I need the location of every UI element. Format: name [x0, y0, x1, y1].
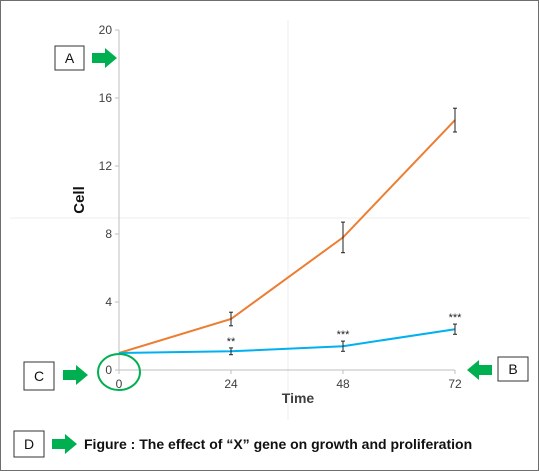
marker-b-arrow-icon — [467, 360, 492, 380]
y-axis-title: Cell — [71, 186, 88, 214]
significance-label: *** — [449, 312, 463, 324]
x-tick-label: 24 — [224, 377, 238, 391]
marker-c-arrow-icon — [63, 365, 88, 385]
marker-c-label: C — [34, 368, 44, 384]
series-1-line — [118, 119, 456, 354]
marker-d-box — [13, 430, 45, 458]
marker-a-label: A — [65, 50, 75, 66]
significance-label: *** — [337, 329, 351, 341]
marker-d-label: D — [24, 436, 34, 452]
figure-caption: Figure : The effect of “X” gene on growt… — [84, 436, 472, 452]
y-tick-label: 16 — [99, 91, 113, 105]
y-tick-label: 8 — [105, 227, 112, 241]
x-tick-label: 72 — [448, 377, 462, 391]
origin-highlight-circle — [97, 353, 141, 391]
marker-d-arrow-icon — [52, 434, 77, 454]
x-axis-title: Time — [282, 390, 315, 406]
y-tick-label: 0 — [105, 363, 112, 377]
marker-a-box — [54, 45, 85, 71]
y-tick-label: 4 — [105, 295, 112, 309]
marker-a-arrow-icon — [92, 48, 117, 68]
series-2-line — [118, 328, 456, 354]
x-tick-label: 0 — [116, 377, 123, 391]
y-tick-label: 12 — [99, 159, 113, 173]
y-tick-label: 20 — [99, 23, 113, 37]
marker-b-label: B — [508, 361, 517, 377]
x-tick-label: 48 — [336, 377, 350, 391]
marker-c-box — [23, 361, 55, 391]
significance-label: ** — [227, 336, 236, 348]
marker-b-box — [497, 356, 529, 382]
